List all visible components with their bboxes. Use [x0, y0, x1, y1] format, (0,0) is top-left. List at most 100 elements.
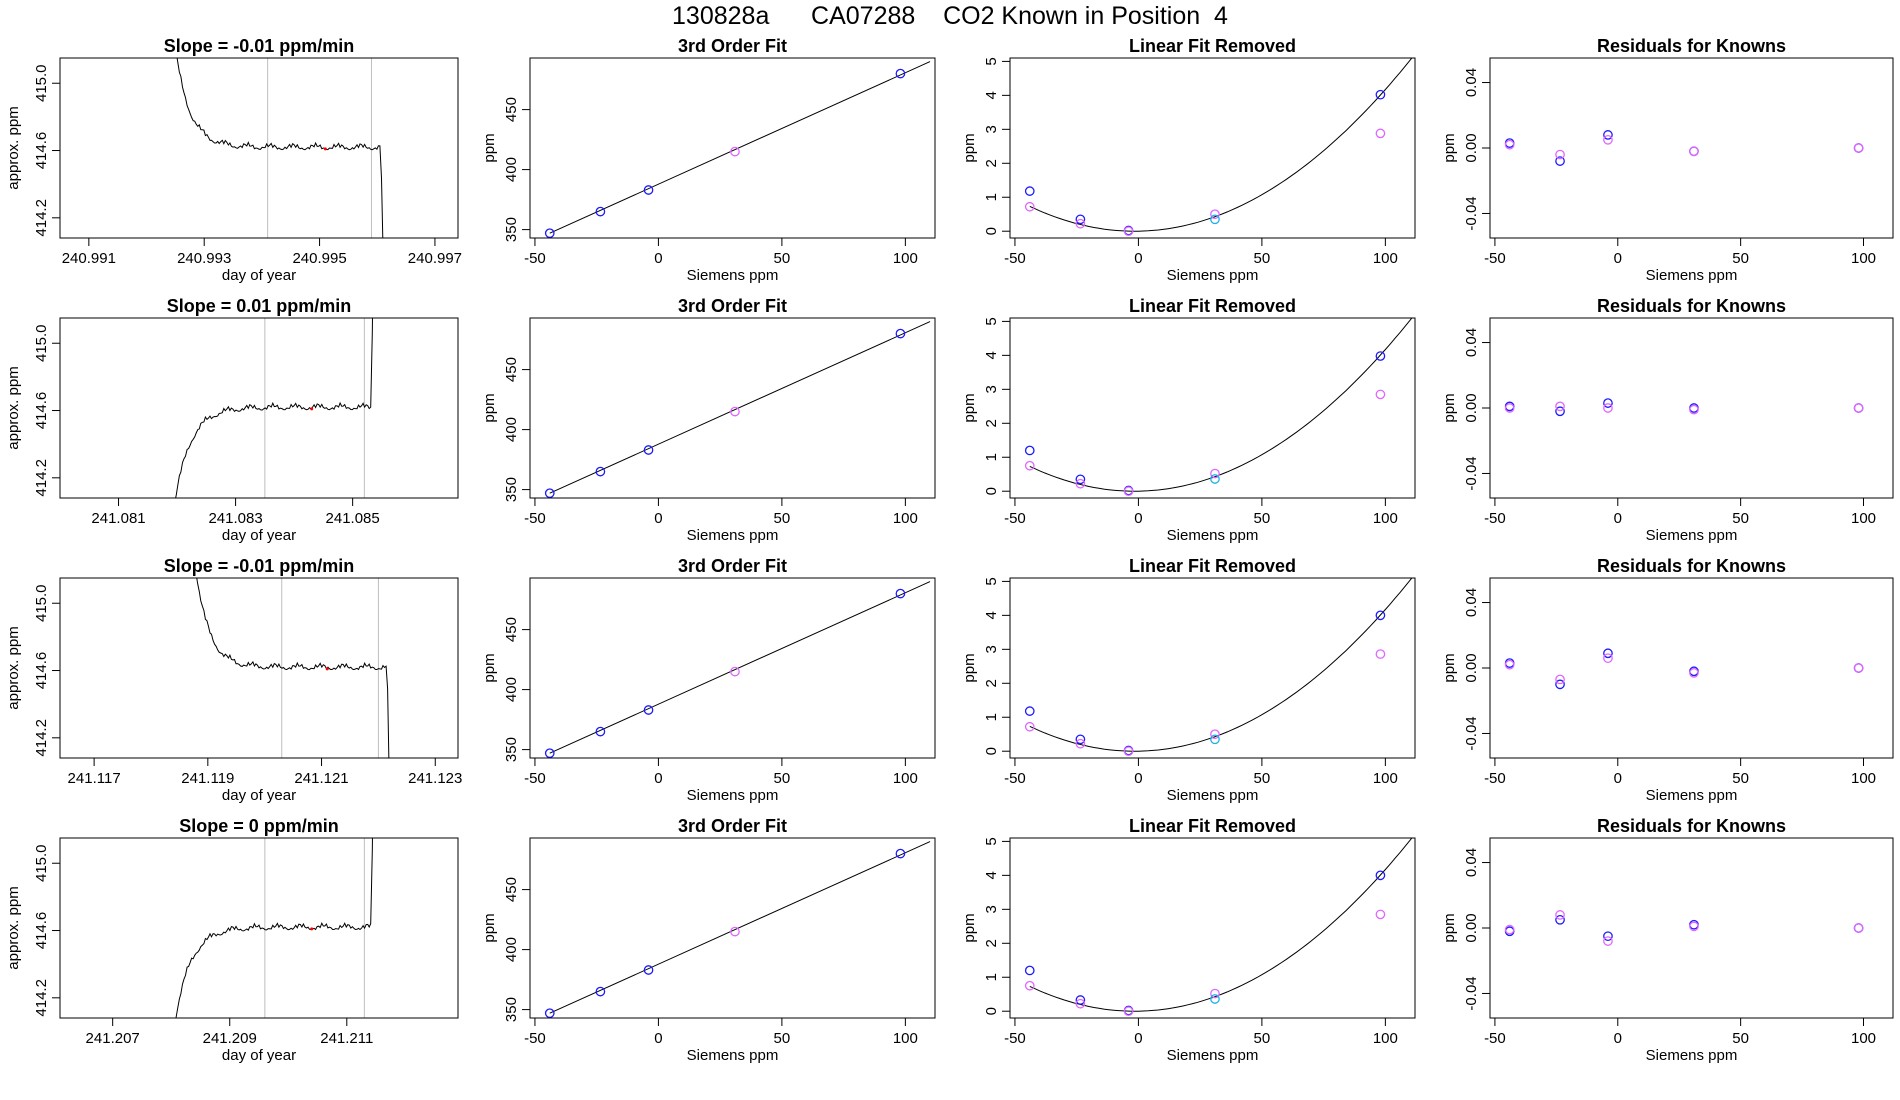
x-tick-label: 0: [654, 510, 662, 527]
x-axis-label: Siemens ppm: [1167, 1047, 1259, 1064]
x-axis-label: Siemens ppm: [1646, 267, 1738, 284]
y-tick-label: -0.04: [1463, 456, 1480, 490]
panel-title: Slope = -0.01 ppm/min: [164, 36, 355, 56]
panel-r1-c3: Linear Fit Removed -50 0 50 100 0 1 2 3 4 5 Siemens…: [961, 36, 1416, 284]
y-tick-label: 5: [983, 577, 1000, 585]
x-tick-label: 50: [1732, 510, 1749, 527]
x-tick-label: 100: [1851, 510, 1876, 527]
x-tick-label: -50: [1004, 770, 1026, 787]
x-tick-label: 100: [1373, 510, 1398, 527]
y-tick-label: 4: [983, 351, 1000, 359]
data-point: [1689, 921, 1699, 932]
data-point: [643, 185, 654, 195]
x-tick-label: -50: [1484, 250, 1506, 267]
x-axis-label: Siemens ppm: [1167, 527, 1259, 544]
data-point: [1375, 870, 1386, 881]
panel-title: Slope = -0.01 ppm/min: [164, 556, 355, 576]
panel-r1-c4: Residuals for Knowns -50 0 50 100 -0.04 0.00 0.…: [1441, 36, 1894, 284]
panel-title: Linear Fit Removed: [1129, 556, 1296, 576]
data-point: [1853, 143, 1864, 153]
data-point: [1024, 980, 1035, 991]
plot-frame: [59, 317, 459, 499]
y-tick-label: 4: [983, 871, 1000, 879]
data-point: [1075, 214, 1086, 225]
y-tick-label: 3: [983, 905, 1000, 913]
y-axis-label: ppm: [1441, 653, 1458, 682]
data-point: [544, 1008, 555, 1018]
y-tick-label: 2: [983, 419, 1000, 427]
x-axis-label: Siemens ppm: [1167, 267, 1259, 284]
x-tick-label: 100: [1851, 770, 1876, 787]
panel-r4-c3: Linear Fit Removed -50 0 50 100 0 1 2 3 4 5 Siemens…: [961, 816, 1416, 1064]
data-point: [1375, 128, 1386, 139]
page-title: 130828a CA07288 CO2 Known in Position 4: [672, 2, 1228, 30]
data-point: [1210, 209, 1220, 220]
x-tick-label: 241.123: [408, 770, 462, 787]
y-tick-label: 450: [503, 97, 520, 122]
y-tick-label: 450: [503, 617, 520, 642]
y-tick-label: 0.04: [1463, 328, 1480, 357]
x-tick-label: 100: [1373, 770, 1398, 787]
data-point: [1210, 994, 1220, 1004]
data-point: [1075, 738, 1086, 749]
fit-curve: [1029, 578, 1413, 752]
y-tick-label: 415.0: [33, 64, 50, 102]
x-tick-label: 241.081: [91, 510, 145, 527]
x-tick-label: 50: [1732, 250, 1749, 267]
data-point: [1555, 679, 1565, 690]
y-tick-label: 3: [983, 125, 1000, 133]
data-point: [1555, 910, 1565, 920]
data-point: [1555, 401, 1565, 412]
panel-r1-c1: Slope = -0.01 ppm/min 240.991 240.993 240.9…: [5, 36, 462, 284]
data-point: [1075, 218, 1086, 229]
data-point: [1075, 998, 1086, 1009]
data-point: [1555, 406, 1565, 417]
data-point: [643, 445, 654, 455]
y-tick-label: 415.0: [33, 844, 50, 882]
x-tick-label: 0: [654, 250, 662, 267]
plot-frame: [1489, 837, 1894, 1019]
x-axis-label: day of year: [222, 787, 296, 804]
x-tick-label: -50: [524, 250, 546, 267]
data-point: [1853, 663, 1864, 673]
data-point: [1603, 130, 1613, 140]
y-tick-label: 1: [983, 193, 1000, 201]
x-tick-label: 50: [1254, 510, 1271, 527]
x-axis-label: day of year: [222, 267, 296, 284]
plot-area: [544, 61, 931, 238]
y-tick-label: 0.04: [1463, 588, 1480, 617]
x-axis-label: Siemens ppm: [1646, 787, 1738, 804]
x-tick-label: 100: [1373, 1030, 1398, 1047]
plot-area: [196, 578, 390, 758]
y-tick-label: 5: [983, 317, 1000, 325]
y-axis-label: ppm: [481, 653, 498, 682]
y-tick-label: 1: [983, 713, 1000, 721]
fit-curve: [1029, 318, 1413, 492]
y-tick-label: 414.6: [33, 132, 50, 170]
plot-frame: [529, 837, 936, 1019]
plot-area: [1024, 58, 1413, 237]
data-point: [1024, 460, 1035, 471]
x-tick-label: 0: [1614, 770, 1622, 787]
data-point: [1210, 474, 1220, 484]
x-tick-label: 0: [654, 770, 662, 787]
data-point: [1075, 474, 1086, 485]
data-point: [1024, 965, 1035, 976]
data-point: [1603, 648, 1613, 659]
data-point: [1555, 149, 1565, 160]
data-point: [895, 848, 906, 859]
y-tick-label: 350: [503, 997, 520, 1022]
data-point: [643, 965, 654, 975]
data-point: [1075, 995, 1086, 1005]
panel-title: Linear Fit Removed: [1129, 296, 1296, 316]
y-tick-label: 350: [503, 737, 520, 762]
y-tick-label: 400: [503, 937, 520, 962]
plot-frame: [529, 317, 936, 499]
y-tick-label: 415.0: [33, 584, 50, 622]
data-point: [1375, 351, 1386, 361]
plot-area: [1024, 318, 1413, 497]
data-point: [544, 748, 555, 758]
plot-frame: [1489, 317, 1894, 499]
plot-frame: [1489, 57, 1894, 239]
x-tick-label: -50: [524, 770, 546, 787]
